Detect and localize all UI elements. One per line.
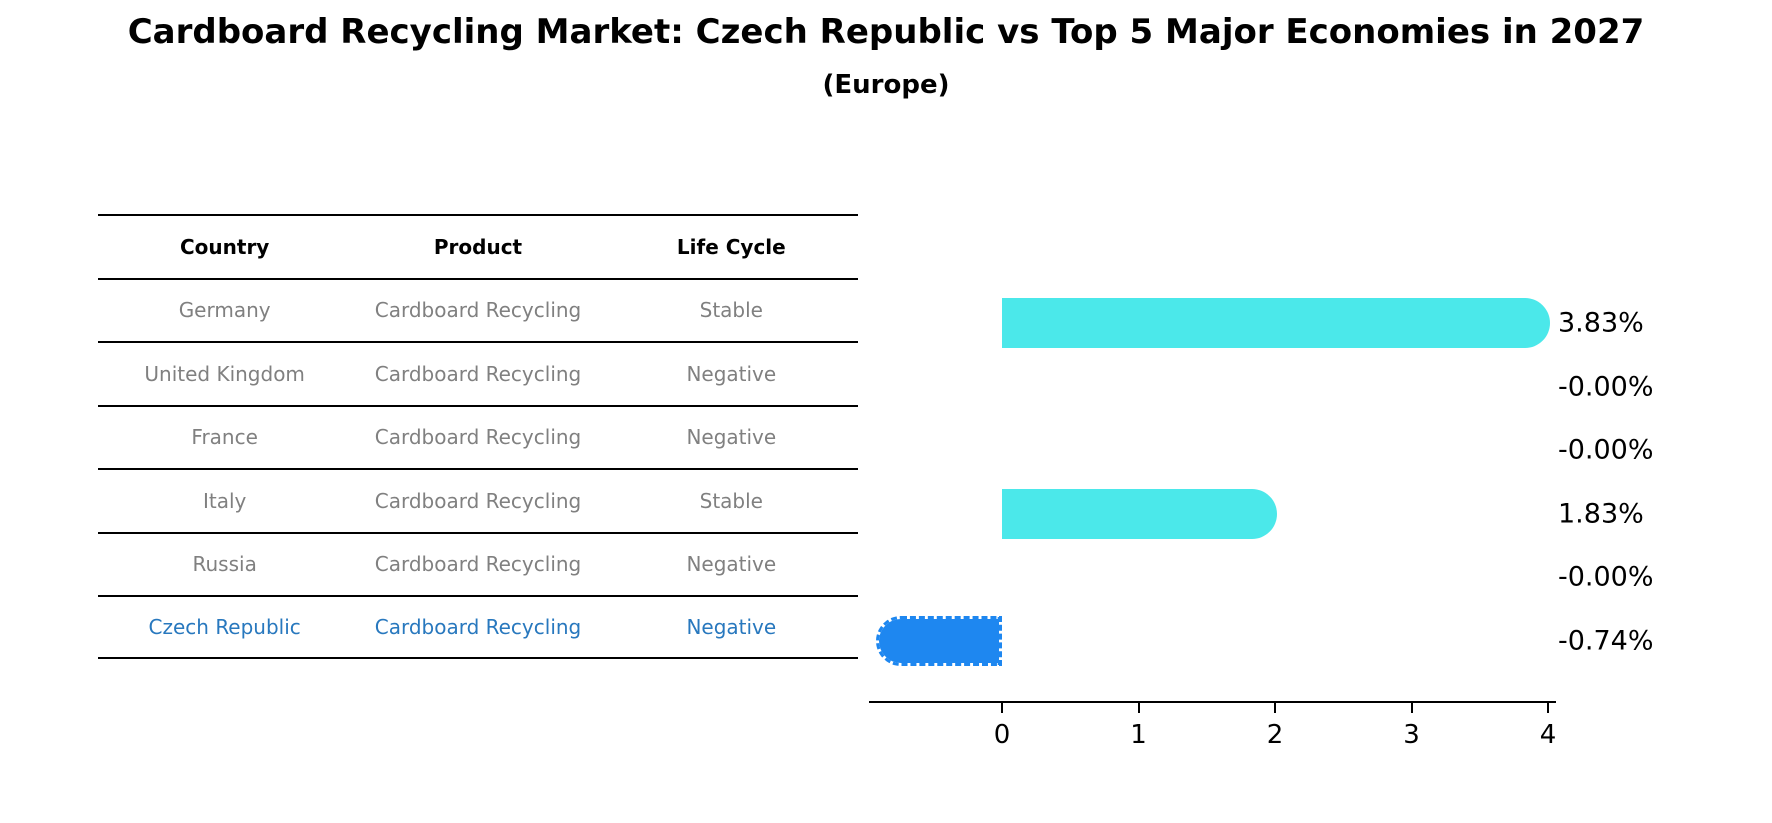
value-label-france: -0.00% xyxy=(1558,434,1654,466)
cell-lifecycle: Negative xyxy=(686,361,777,386)
data-table: Country Product Life Cycle Germany Cardboard… xyxy=(98,214,858,659)
x-axis-tick-label: 4 xyxy=(1539,720,1557,750)
cell-country: Italy xyxy=(202,488,247,513)
column-header: Life Cycle xyxy=(676,234,786,259)
x-axis-tick-label: 3 xyxy=(1403,720,1420,750)
x-axis-tick-label: 2 xyxy=(1266,720,1284,750)
cell-lifecycle: Negative xyxy=(686,552,777,577)
value-label-united-kingdom: -0.00% xyxy=(1558,371,1654,402)
x-axis-tick xyxy=(1137,703,1140,713)
x-axis-line xyxy=(869,701,1556,703)
table-row-czech-republic: Czech Republic Cardboard Recycling Negativ… xyxy=(98,595,858,659)
value-label-russia: -0.00% xyxy=(1558,561,1654,593)
table-header-row: Country Product Life Cycle xyxy=(98,214,858,278)
cell-product: Cardboard Recycling xyxy=(374,488,582,513)
cell-country: Russia xyxy=(192,552,257,577)
bar-italy xyxy=(1002,488,1277,539)
table-row-italy: Italy Cardboard Recycling Stable xyxy=(98,468,858,532)
x-axis-tick-label: 1 xyxy=(1130,720,1147,750)
page-subtitle: (Europe) xyxy=(822,70,950,100)
cell-country: Germany xyxy=(178,298,271,323)
cell-country: France xyxy=(191,425,258,450)
x-axis-tick-label: 0 xyxy=(993,720,1011,750)
column-header: Country xyxy=(179,234,270,259)
cell-lifecycle: Negative xyxy=(686,614,777,639)
x-axis-tick xyxy=(1410,703,1413,713)
column-header: Product xyxy=(433,234,523,259)
cell-lifecycle: Stable xyxy=(699,488,763,513)
bar-germany xyxy=(1002,298,1550,348)
page-title: Cardboard Recycling Market: Czech Republ… xyxy=(127,12,1645,52)
value-label-germany: 3.83% xyxy=(1558,307,1644,339)
value-label-italy: 1.83% xyxy=(1558,498,1644,529)
bar-czech-republic xyxy=(875,615,1002,666)
cell-product: Cardboard Recycling xyxy=(374,425,582,450)
x-axis-tick xyxy=(1274,703,1276,713)
table-row-united-kingdom: United Kingdom Cardboard Recycling Negativ… xyxy=(98,341,858,405)
cell-product: Cardboard Recycling xyxy=(374,552,582,577)
cell-product: Cardboard Recycling xyxy=(374,361,582,386)
x-axis-tick xyxy=(1001,703,1003,713)
table-row-germany: Germany Cardboard Recycling Stable xyxy=(98,277,858,342)
value-label-czech-republic: -0.74% xyxy=(1558,625,1654,656)
table-row-france: France Cardboard Recycling Negative xyxy=(98,404,858,469)
cell-country: United Kingdom xyxy=(144,361,305,386)
cell-product: Cardboard Recycling xyxy=(374,298,582,323)
cell-lifecycle: Negative xyxy=(686,425,777,450)
cell-product: Cardboard Recycling xyxy=(374,614,582,639)
table-row-russia: Russia Cardboard Recycling Negative xyxy=(98,531,858,596)
cell-lifecycle: Stable xyxy=(699,298,763,323)
cell-country: Czech Republic xyxy=(148,614,301,639)
x-axis-tick xyxy=(1547,703,1549,713)
